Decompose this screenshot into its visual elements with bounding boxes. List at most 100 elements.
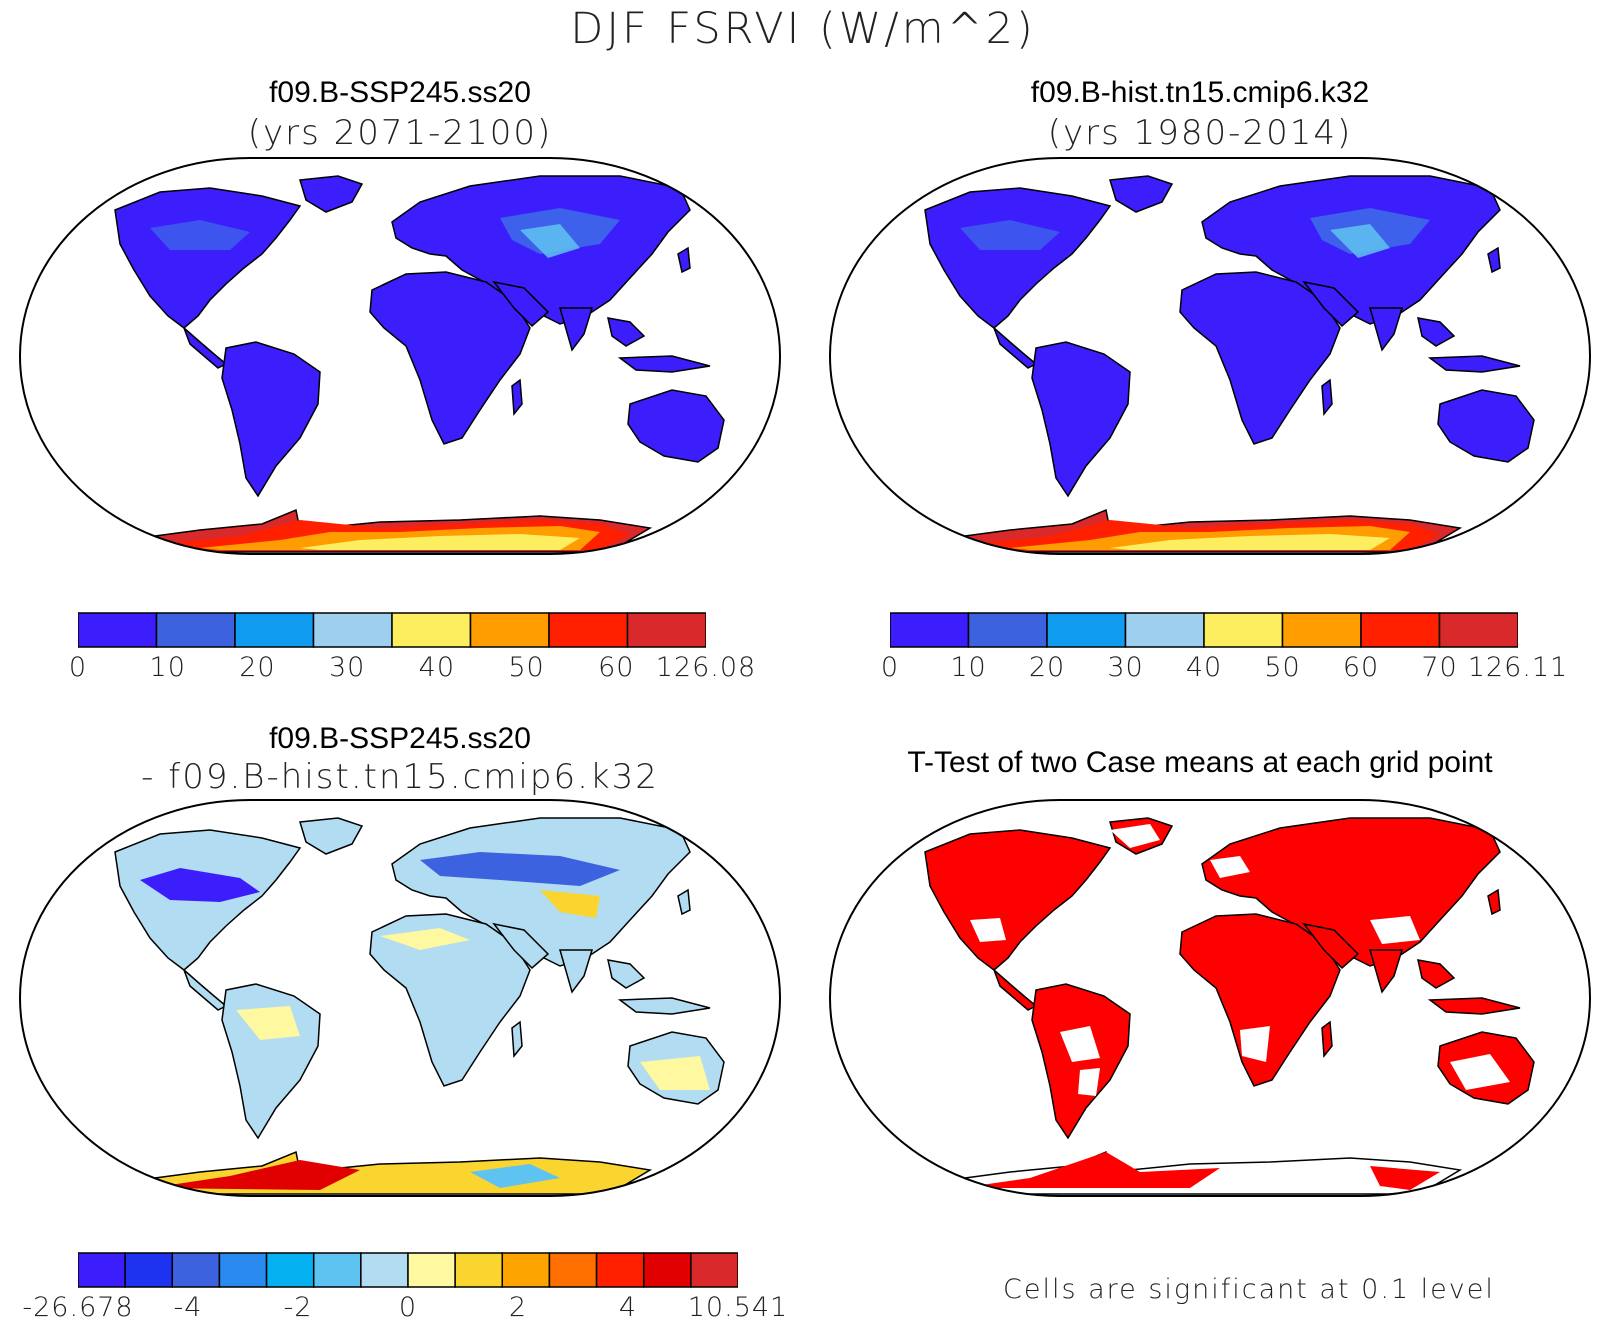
india-land <box>1369 307 1404 352</box>
colorbar-box <box>1124 612 1205 648</box>
colorbar-box <box>312 1252 362 1288</box>
antarctica-core <box>300 534 580 550</box>
nonsignificant-region <box>1210 856 1250 878</box>
colorbar-box <box>155 612 236 648</box>
colorbar-box <box>890 612 970 648</box>
colorbar-tick-label: 70 <box>1421 652 1458 683</box>
nonsignificant-region <box>1078 1068 1100 1096</box>
panel-1-title: f09.B-SSP245.ss20 <box>269 76 531 109</box>
colorbar-box <box>626 612 706 648</box>
colorbar-box <box>595 1252 645 1288</box>
se-asia-land <box>607 959 646 989</box>
africa-land <box>1179 913 1341 1087</box>
colorbar-box <box>312 612 393 648</box>
colorbar-tick-label: 4 <box>618 1292 638 1323</box>
south-america-land <box>221 341 321 498</box>
colorbar-box <box>548 1252 598 1288</box>
antarctica-core <box>1110 534 1390 550</box>
colorbar-box <box>548 612 629 648</box>
colorbar-tick-label: 60 <box>598 652 635 683</box>
north-america-land <box>924 187 1112 329</box>
colorbar-tick-label: -26.678 <box>22 1292 134 1323</box>
eurasia-negative-patch <box>420 852 620 886</box>
madagascar-land <box>1321 378 1333 416</box>
colorbar-tick-label: 10.541 <box>687 1292 789 1323</box>
colorbar-box <box>1046 612 1127 648</box>
colorbar-box <box>407 1252 456 1288</box>
colorbar-tick-label: -4 <box>173 1292 203 1323</box>
indonesia-land <box>617 355 711 373</box>
map-case2 <box>829 157 1591 555</box>
nonsignificant-region <box>1060 1026 1100 1062</box>
map-ttest <box>829 799 1591 1197</box>
arabia-land <box>1302 280 1360 328</box>
africa-land <box>369 271 531 445</box>
australia-land <box>627 389 725 463</box>
arabia-land <box>492 280 550 328</box>
aus-positive-patch <box>640 1056 710 1090</box>
colorbar-tick-label: 0 <box>68 652 88 683</box>
map-content <box>20 800 780 1196</box>
map-case1 <box>19 157 781 555</box>
colorbar-tick-label: 30 <box>328 652 366 683</box>
colorbar-tick-label: 50 <box>1264 652 1301 683</box>
japan-land <box>677 246 691 274</box>
south-america-land <box>1031 341 1131 498</box>
panel-2-subtitle: (yrs 1980-2014) <box>1047 113 1353 153</box>
india-land <box>1369 949 1404 994</box>
asia-positive-patch <box>540 890 600 918</box>
colorbar-box <box>1203 612 1284 648</box>
colorbar-box <box>690 1252 738 1288</box>
japan-land <box>1487 246 1501 274</box>
tibet-patch <box>1330 224 1390 258</box>
colorbar-box <box>171 1252 221 1288</box>
tibet-patch <box>520 224 580 258</box>
central-america-land <box>993 327 1038 369</box>
madagascar-land <box>1321 1020 1333 1058</box>
colorbar-tick-label: 10 <box>950 652 987 683</box>
colorbar-tick-label: 50 <box>508 652 545 683</box>
panel-3-subtitle: - f09.B-hist.tn15.cmip6.k32 <box>141 757 659 797</box>
eurasia-land <box>1201 817 1501 967</box>
north-america-land <box>114 187 302 329</box>
colorbar-tick-label: 10 <box>149 652 186 683</box>
colorbar-tick-label: 20 <box>239 652 276 683</box>
se-asia-land <box>1417 317 1456 347</box>
se-asia-land <box>607 317 646 347</box>
antarctica-warm <box>150 1160 360 1190</box>
significance-note: Cells are significant at 0.1 level <box>1003 1274 1495 1305</box>
arabia-land <box>492 922 550 970</box>
africa-positive-patch <box>380 928 470 950</box>
antarctica-significant <box>960 1152 1220 1188</box>
colorbar-box <box>469 612 550 648</box>
greenland-land <box>299 175 364 213</box>
india-land <box>559 307 594 352</box>
panel-4-title: T-Test of two Case means at each grid po… <box>907 746 1493 779</box>
map-diff <box>19 799 781 1197</box>
indonesia-land <box>1427 997 1521 1015</box>
antarctica-cool <box>470 1164 560 1188</box>
colorbar-tick-label: 2 <box>508 1292 528 1323</box>
africa-land <box>369 913 531 1087</box>
colorbar-box <box>234 612 315 648</box>
na-negative-patch <box>140 868 260 902</box>
nonsignificant-region <box>1110 824 1160 848</box>
africa-land <box>1179 271 1341 445</box>
colorbar-box <box>78 612 158 648</box>
na-mid-patch <box>960 220 1060 250</box>
panel-2-title: f09.B-hist.tn15.cmip6.k32 <box>1030 76 1370 109</box>
colorbar-tick-label: 0 <box>880 652 900 683</box>
colorbar-box <box>265 1252 315 1288</box>
madagascar-land <box>511 1020 523 1058</box>
colorbar-tick-label: 30 <box>1107 652 1144 683</box>
antarctica-gradient <box>947 508 1463 553</box>
north-america-land <box>924 829 1112 971</box>
colorbar-box <box>501 1252 551 1288</box>
central-america-land <box>183 969 228 1011</box>
central-america-land <box>183 327 228 369</box>
arabia-land <box>1302 922 1360 970</box>
antarctica-gradient <box>137 508 653 553</box>
map-frame <box>19 157 781 555</box>
map-content <box>20 158 780 554</box>
colorbar-box <box>218 1252 268 1288</box>
